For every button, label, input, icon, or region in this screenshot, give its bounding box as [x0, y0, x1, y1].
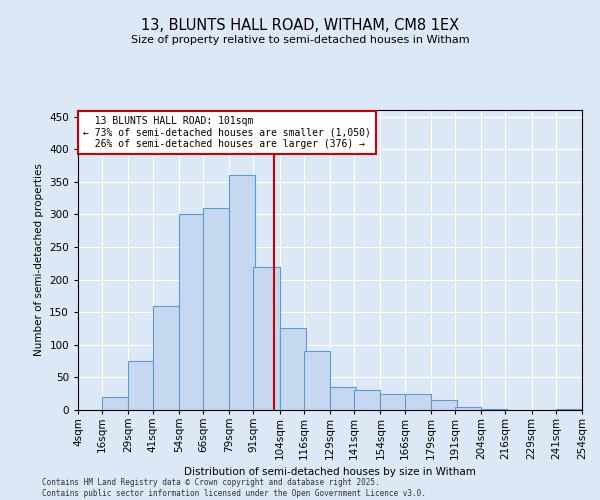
- X-axis label: Distribution of semi-detached houses by size in Witham: Distribution of semi-detached houses by …: [184, 468, 476, 477]
- Bar: [404, 394, 431, 410]
- Text: 13 BLUNTS HALL ROAD: 101sqm
← 73% of semi-detached houses are smaller (1,050)
  : 13 BLUNTS HALL ROAD: 101sqm ← 73% of sem…: [83, 116, 371, 149]
- Bar: [102, 397, 128, 410]
- Text: 13, BLUNTS HALL ROAD, WITHAM, CM8 1EX: 13, BLUNTS HALL ROAD, WITHAM, CM8 1EX: [141, 18, 459, 32]
- Text: Contains HM Land Registry data © Crown copyright and database right 2025.
Contai: Contains HM Land Registry data © Crown c…: [42, 478, 426, 498]
- Bar: [229, 175, 256, 410]
- Bar: [304, 352, 330, 410]
- Bar: [152, 306, 179, 410]
- Text: Size of property relative to semi-detached houses in Witham: Size of property relative to semi-detach…: [131, 35, 469, 45]
- Bar: [354, 390, 380, 410]
- Bar: [380, 394, 407, 410]
- Bar: [431, 400, 457, 410]
- Bar: [128, 361, 155, 410]
- Y-axis label: Number of semi-detached properties: Number of semi-detached properties: [34, 164, 44, 356]
- Bar: [455, 406, 481, 410]
- Bar: [280, 328, 306, 410]
- Bar: [253, 266, 280, 410]
- Bar: [179, 214, 205, 410]
- Bar: [330, 387, 356, 410]
- Bar: [203, 208, 229, 410]
